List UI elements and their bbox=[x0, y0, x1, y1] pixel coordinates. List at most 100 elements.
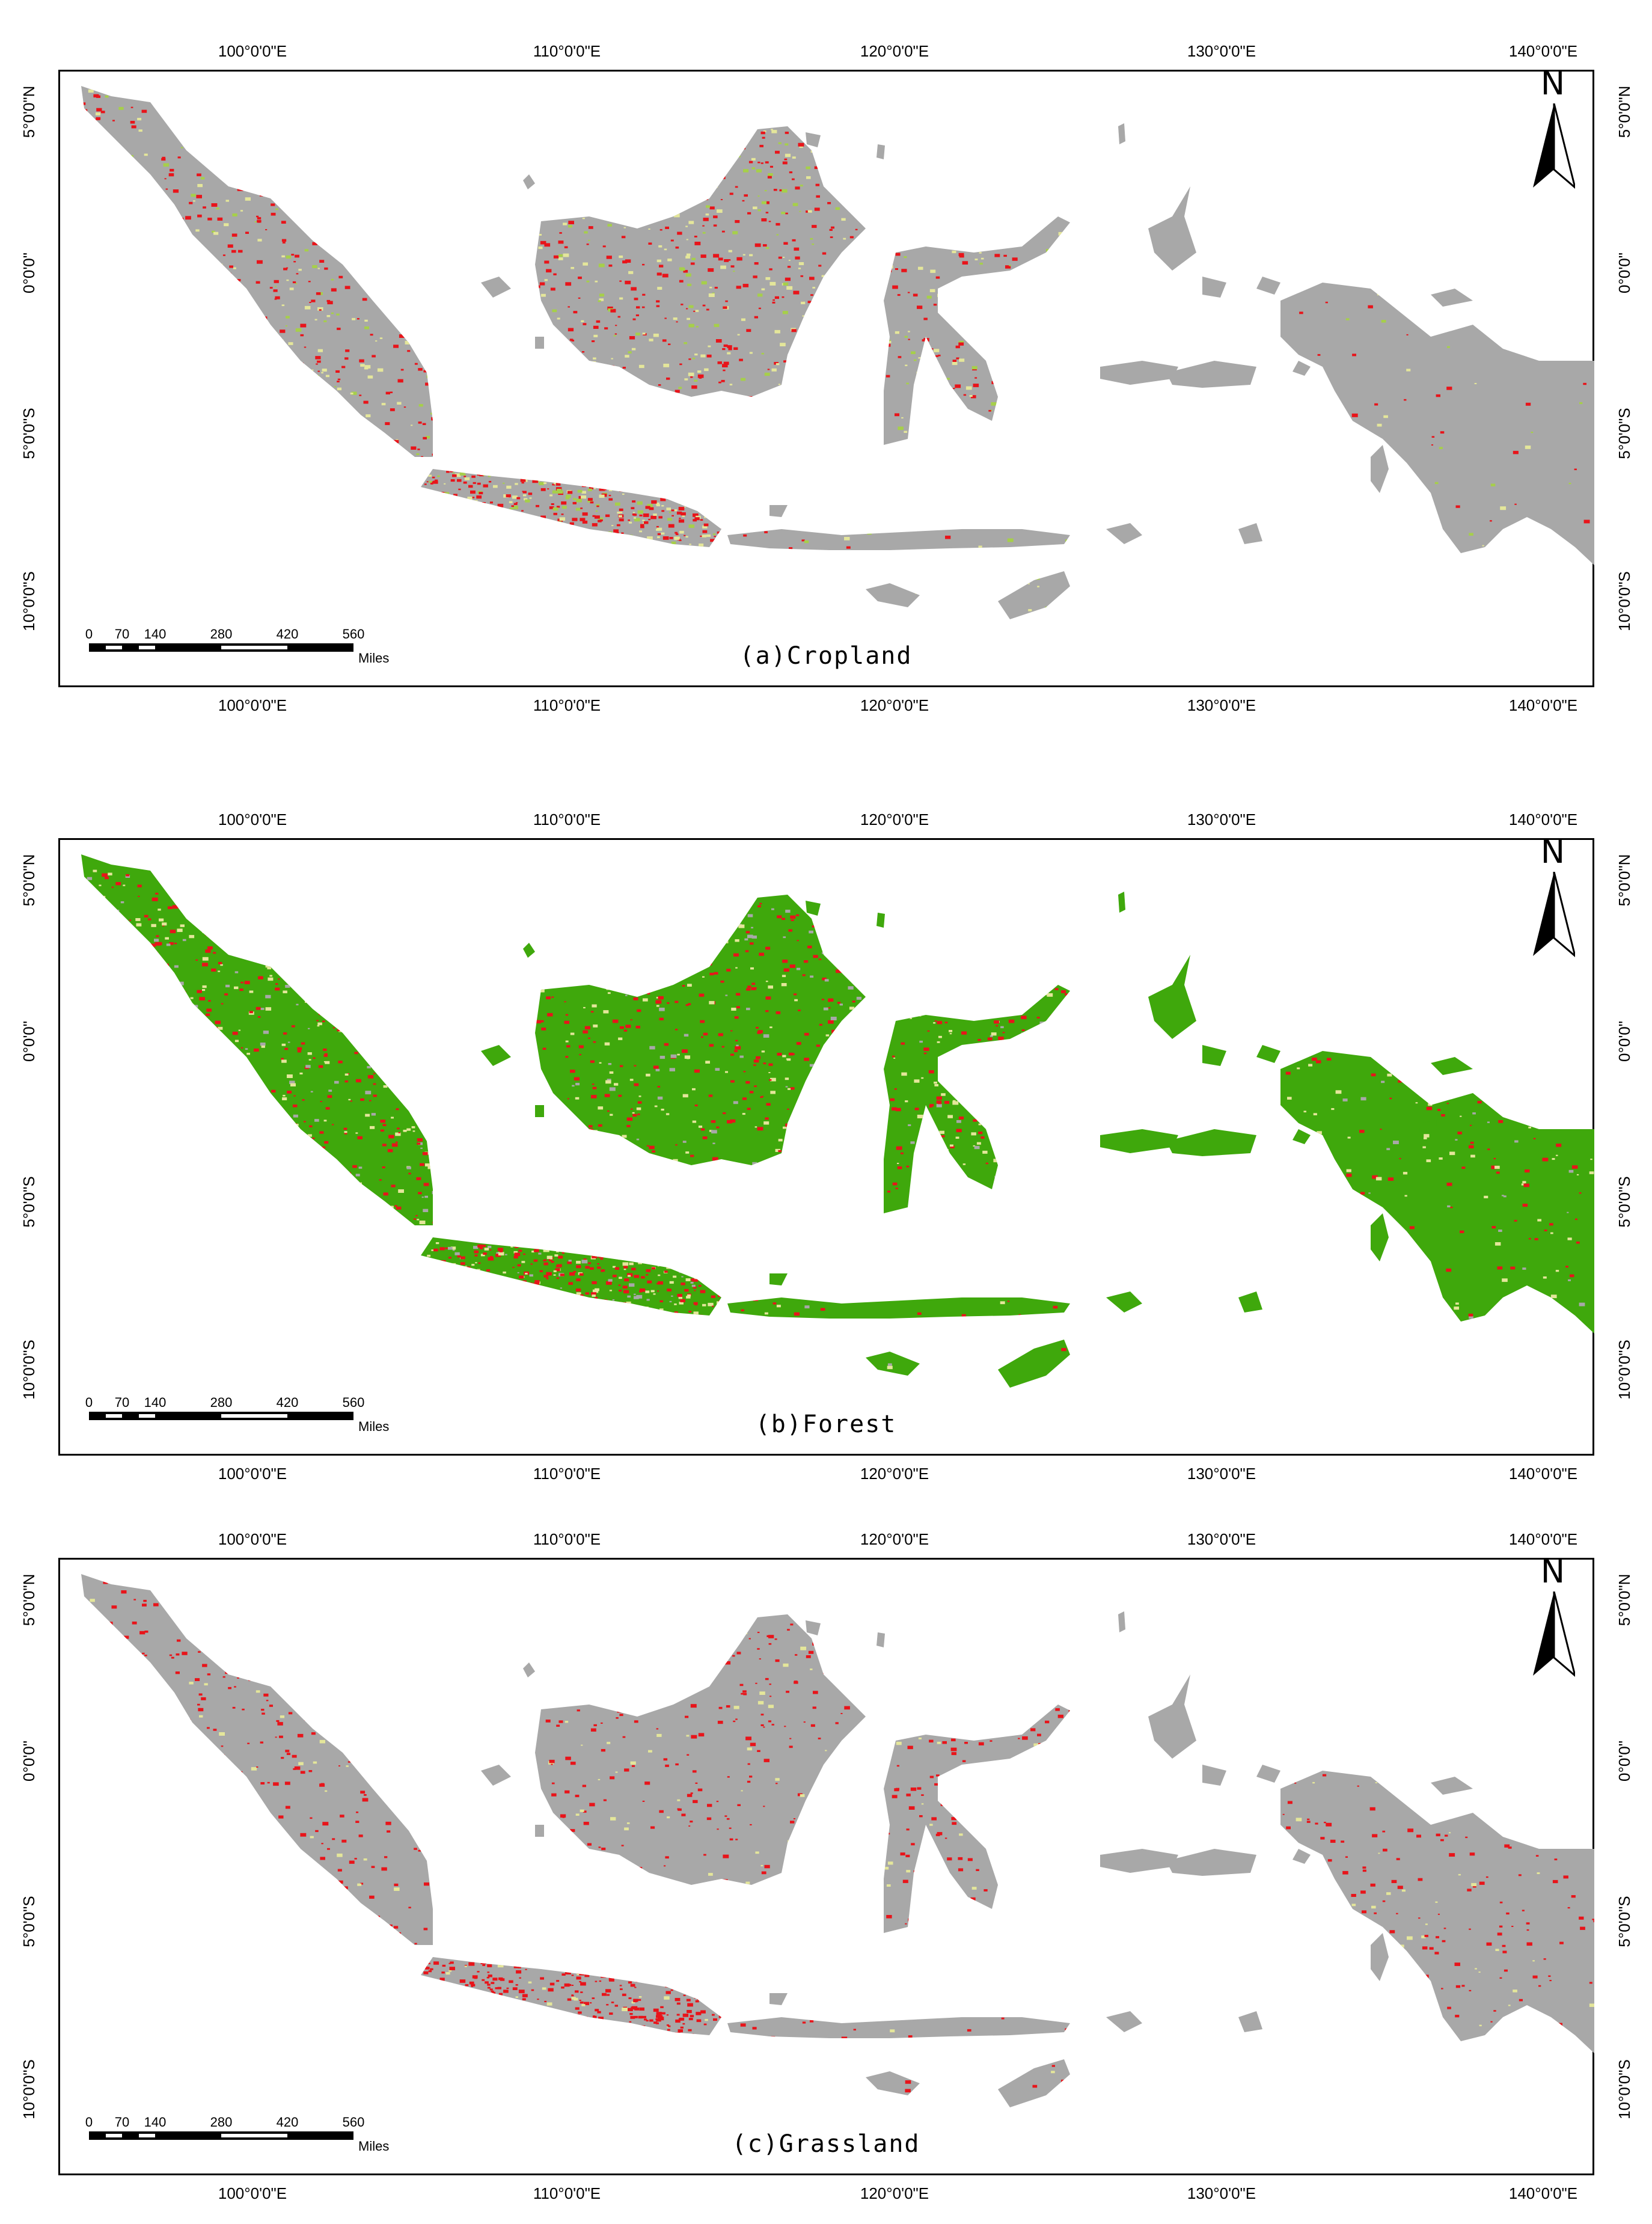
island-shape bbox=[769, 1993, 788, 2005]
scale-label: 140 bbox=[144, 2115, 167, 2130]
change-speckles bbox=[887, 1363, 893, 1370]
scale-label: 420 bbox=[276, 2115, 299, 2130]
lon-tick-label-top: 130°0'0"E bbox=[1187, 810, 1256, 829]
lat-tick-label-right: 5°0'0"S bbox=[1615, 408, 1633, 459]
island-shape bbox=[1238, 1291, 1262, 1313]
island-shape bbox=[1166, 361, 1256, 388]
lon-tick-label-top: 120°0'0"E bbox=[860, 810, 929, 829]
scale-label: 560 bbox=[342, 1395, 365, 1410]
island-shape bbox=[523, 174, 535, 189]
lat-tick-label-left: 10°0'0"S bbox=[20, 571, 38, 631]
island-shape bbox=[481, 1765, 511, 1786]
island-shape bbox=[769, 505, 788, 517]
lon-tick-label-top: 140°0'0"E bbox=[1508, 42, 1578, 60]
island-shape bbox=[1371, 445, 1389, 493]
island-shape bbox=[1419, 1120, 1437, 1133]
indonesia-map bbox=[81, 1574, 1594, 2107]
island-shape bbox=[1280, 283, 1594, 565]
panel-caption: (b)Forest bbox=[755, 1411, 897, 1438]
north-arrow-icon bbox=[1533, 872, 1575, 957]
lat-tick-label-right: 5°0'0"N bbox=[1615, 854, 1633, 907]
lon-tick-label-bottom: 120°0'0"E bbox=[860, 1465, 929, 1483]
scale-label: 420 bbox=[276, 626, 299, 642]
north-label: N bbox=[1540, 64, 1565, 102]
scale-bar-graphic bbox=[89, 643, 353, 652]
lat-tick-label-right: 0°0'0" bbox=[1615, 1741, 1633, 1781]
island-shape bbox=[727, 1297, 1070, 1319]
lon-tick-label-top: 140°0'0"E bbox=[1508, 1530, 1578, 1548]
island-shape bbox=[1238, 2011, 1262, 2032]
island-shape bbox=[1100, 1129, 1178, 1153]
scale-label: 140 bbox=[144, 626, 167, 642]
scale-label: 70 bbox=[114, 2115, 130, 2130]
indonesia-map bbox=[81, 86, 1594, 619]
island-shape bbox=[1293, 1849, 1311, 1864]
island-shape bbox=[81, 854, 433, 1225]
island-shape bbox=[1431, 1777, 1473, 1795]
lon-tick-label-top: 140°0'0"E bbox=[1508, 810, 1578, 829]
island-shape bbox=[1280, 1771, 1594, 2053]
lat-tick-label-right: 5°0'0"N bbox=[1615, 85, 1633, 138]
island-shape bbox=[481, 277, 511, 298]
lat-tick-label-left: 0°0'0" bbox=[20, 1021, 38, 1062]
island-shape bbox=[1106, 523, 1142, 544]
island-shape bbox=[866, 2071, 920, 2095]
lon-tick-label-bottom: 140°0'0"E bbox=[1508, 696, 1578, 714]
lon-tick-label-bottom: 110°0'0"E bbox=[533, 2184, 601, 2202]
scale-label: 560 bbox=[342, 626, 365, 642]
lon-tick-label-bottom: 110°0'0"E bbox=[533, 696, 601, 714]
lon-tick-label-top: 130°0'0"E bbox=[1187, 42, 1256, 60]
lat-tick-label-left: 5°0'0"S bbox=[20, 408, 38, 459]
island-shape bbox=[523, 943, 535, 958]
island-shape bbox=[1431, 1057, 1473, 1075]
scale-bar-graphic bbox=[89, 2131, 353, 2140]
island-shape bbox=[1293, 361, 1311, 376]
lon-tick-label-top: 110°0'0"E bbox=[533, 1530, 601, 1548]
island-shape bbox=[481, 1045, 511, 1066]
island-shape bbox=[998, 571, 1070, 619]
scale-label: 560 bbox=[342, 2115, 365, 2130]
island-shape bbox=[535, 1614, 866, 1885]
lat-tick-label-right: 10°0'0"S bbox=[1615, 571, 1633, 631]
island-shape bbox=[1293, 1129, 1311, 1144]
island-shape bbox=[1419, 1840, 1437, 1852]
lat-tick-label-right: 10°0'0"S bbox=[1615, 2059, 1633, 2119]
scale-unit: Miles bbox=[358, 651, 390, 666]
scale-label: 0 bbox=[85, 1395, 93, 1410]
island-shape bbox=[806, 132, 821, 147]
island-shape bbox=[1256, 1045, 1280, 1063]
island-shape bbox=[535, 126, 866, 397]
lat-tick-label-left: 10°0'0"S bbox=[20, 1340, 38, 1400]
island-shape bbox=[998, 2059, 1070, 2107]
north-label: N bbox=[1540, 833, 1565, 871]
lon-tick-label-bottom: 120°0'0"E bbox=[860, 696, 929, 714]
island-shape bbox=[535, 1825, 544, 1837]
scale-label: 0 bbox=[85, 2115, 93, 2130]
scale-label: 70 bbox=[114, 1395, 130, 1410]
scale-label: 140 bbox=[144, 1395, 167, 1410]
lat-tick-label-right: 0°0'0" bbox=[1615, 1021, 1633, 1062]
island-shape bbox=[1166, 1129, 1256, 1156]
island-shape bbox=[1148, 1674, 1196, 1759]
scale-unit: Miles bbox=[358, 1419, 390, 1434]
scale-label: 70 bbox=[114, 626, 130, 642]
north-arrow-icon bbox=[1533, 1591, 1575, 1677]
lon-tick-label-bottom: 100°0'0"E bbox=[218, 696, 287, 714]
island-shape bbox=[535, 1105, 544, 1117]
island-shape bbox=[1100, 1849, 1178, 1873]
scale-bar-graphic bbox=[89, 1412, 353, 1420]
island-shape bbox=[1148, 186, 1196, 271]
island-shape bbox=[1256, 1765, 1280, 1783]
island-shape bbox=[884, 1705, 1070, 1933]
island-shape bbox=[727, 2017, 1070, 2038]
lat-tick-label-right: 10°0'0"S bbox=[1615, 1340, 1633, 1400]
lat-tick-label-right: 5°0'0"S bbox=[1615, 1896, 1633, 1947]
island-shape bbox=[876, 1632, 885, 1647]
lon-tick-label-top: 130°0'0"E bbox=[1187, 1530, 1256, 1548]
panel-caption: (a)Cropland bbox=[739, 642, 913, 670]
lat-tick-label-left: 5°0'0"S bbox=[20, 1176, 38, 1228]
island-shape bbox=[866, 1352, 920, 1376]
lon-tick-label-bottom: 130°0'0"E bbox=[1187, 1465, 1256, 1483]
island-shape bbox=[1280, 1051, 1594, 1334]
indonesia-map bbox=[81, 854, 1594, 1388]
